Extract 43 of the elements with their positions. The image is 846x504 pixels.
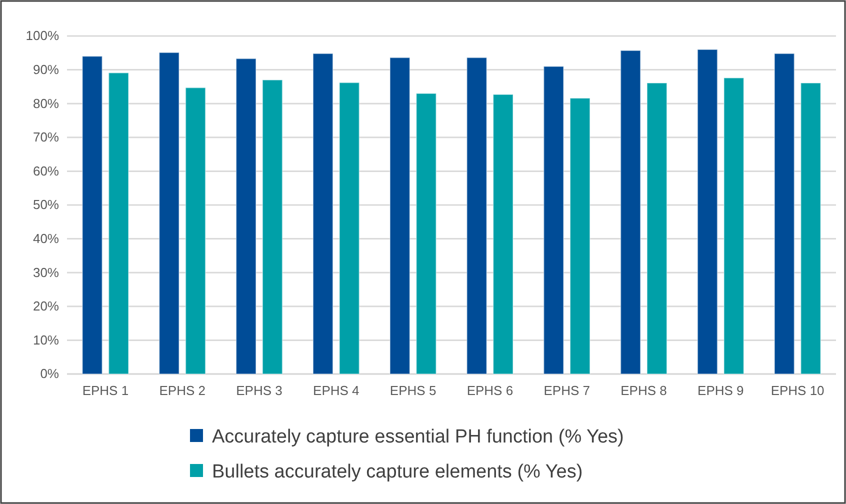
x-tick-label: EPHS 7 [544,383,590,398]
bar [312,53,334,374]
bar [389,57,410,374]
y-tick-label: 50% [32,197,60,212]
bar [543,66,564,374]
x-tick-label: EPHS 8 [620,383,667,398]
y-tick-label: 20% [32,298,60,314]
x-tick-label: EPHS 6 [466,383,514,398]
y-tick-label: 100% [26,28,60,44]
y-tick-label: 90% [32,62,60,77]
x-tick-label: EPHS 9 [698,383,744,398]
y-tick-label: 70% [32,130,60,145]
y-tick-label: 10% [32,332,60,348]
y-tick-label: 60% [32,163,60,178]
bar [774,53,795,374]
legend-label: Accurately capture essential PH function (% Yes) [212,426,624,448]
bar [492,94,514,374]
y-tick-label: 40% [32,230,60,246]
bar [697,49,718,374]
bar [466,57,488,374]
y-tick-label: 0% [40,366,60,382]
bar [262,79,283,374]
bar [723,77,744,374]
x-tick-label: EPHS 2 [159,383,206,398]
y-tick-label: 30% [32,264,60,280]
legend-label: Bullets accurately capture elements (% Yes) [212,462,583,483]
bar [620,50,641,374]
bar [800,82,822,374]
bar [338,82,360,374]
bar [570,98,590,374]
y-tick-label: 80% [32,96,60,111]
bar [82,56,103,374]
x-tick-label: EPHS 1 [82,383,129,398]
x-tick-label: EPHS 3 [236,383,282,398]
x-tick-label: EPHS 10 [770,383,824,398]
bar [185,87,206,374]
x-tick-label: EPHS 5 [390,383,436,398]
bar [108,72,130,374]
bar [646,82,668,374]
bar [416,92,437,374]
bar [236,58,256,374]
x-tick-label: EPHS 4 [313,383,360,398]
bar [158,52,180,374]
